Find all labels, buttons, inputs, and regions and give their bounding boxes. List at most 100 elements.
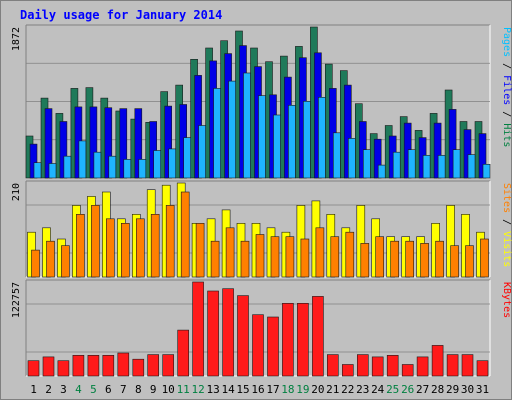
x-axis-label-day-15: 15 (236, 383, 249, 396)
sites-visits-bar-sites-day-18 (285, 236, 295, 278)
kbytes-bar-kbytes-day-4 (72, 354, 85, 377)
x-axis-label-day-13: 13 (206, 383, 219, 396)
sites-visits-bar-sites-day-24 (375, 236, 385, 278)
kbytes-bar-kbytes-day-9 (147, 354, 159, 377)
kbytes-bar-kbytes-day-31 (476, 360, 489, 377)
sites-visits-bar-sites-day-31 (480, 238, 489, 278)
pages-files-hits-bar-pages-day-11 (183, 137, 191, 179)
kbytes-bar-kbytes-day-1 (27, 360, 40, 377)
sites-visits-bar-sites-day-21 (330, 236, 340, 278)
sites-visits-bar-sites-day-16 (255, 234, 265, 278)
pages-files-hits-bar-pages-day-3 (63, 155, 72, 179)
sites-visits-bar-sites-day-2 (46, 240, 55, 278)
pages-files-hits-bar-pages-day-10 (168, 148, 176, 179)
kbytes-bar-kbytes-day-19 (297, 302, 309, 377)
x-axis-label-day-2: 2 (45, 383, 52, 396)
pages-files-hits-bar-pages-day-20 (318, 97, 326, 179)
pages-files-hits-legend-part-0: Pages (501, 27, 512, 57)
kbytes-bar-kbytes-day-28 (431, 345, 444, 377)
sites-visits-bar-sites-day-12 (195, 223, 205, 278)
pages-files-hits-bar-pages-day-16 (258, 95, 266, 179)
pages-files-hits-bar-pages-day-12 (198, 125, 206, 179)
x-axis-label-day-18: 18 (281, 383, 294, 396)
sites-visits-legend-part-0: Sites (501, 183, 512, 213)
x-axis-label-day-21: 21 (326, 383, 339, 396)
pages-files-hits-bar-pages-day-26 (407, 149, 416, 179)
x-axis-label-day-8: 8 (135, 383, 142, 396)
pages-files-hits-bar-files-day-10 (164, 105, 172, 179)
pages-files-hits-bar-pages-day-6 (108, 155, 117, 179)
sites-visits-legend-part-1: / (501, 213, 512, 231)
pages-files-hits-bar-files-day-6 (104, 107, 113, 179)
sites-visits-bar-sites-day-4 (76, 214, 85, 278)
x-axis-label-day-31: 31 (476, 383, 489, 396)
sites-visits-bar-sites-day-30 (465, 245, 474, 278)
x-axis-label-day-29: 29 (446, 383, 459, 396)
sites-visits-bar-sites-day-29 (450, 245, 459, 278)
x-axis-label-day-20: 20 (311, 383, 324, 396)
sites-visits-bar-sites-day-22 (345, 231, 355, 278)
sites-visits-bar-sites-day-17 (270, 236, 280, 278)
kbytes-bar-kbytes-day-15 (237, 295, 249, 377)
kbytes-ymax-label: 122757 (11, 282, 22, 318)
kbytes-bar-kbytes-day-7 (117, 352, 130, 377)
x-axis-label-day-23: 23 (356, 383, 369, 396)
sites-visits-bar-sites-day-15 (240, 240, 250, 278)
kbytes-bar-kbytes-day-23 (356, 354, 369, 377)
pages-files-hits-bar-pages-day-28 (437, 155, 446, 179)
x-axis-label-day-4: 4 (75, 383, 82, 396)
sites-visits-bar-sites-day-10 (165, 205, 175, 278)
x-axis-label-day-12: 12 (191, 383, 204, 396)
kbytes-legend-part-0: KBytes (501, 282, 512, 318)
sites-visits-bar-sites-day-7 (121, 223, 130, 278)
pages-files-hits-bar-pages-day-22 (347, 138, 356, 179)
kbytes-bar-kbytes-day-17 (267, 316, 279, 377)
kbytes-bar-kbytes-day-2 (42, 356, 55, 377)
x-axis-label-day-24: 24 (371, 383, 385, 396)
kbytes-bar-kbytes-day-26 (401, 364, 414, 377)
kbytes-bar-kbytes-day-24 (371, 356, 384, 377)
x-axis-label-day-26: 26 (401, 383, 414, 396)
sites-visits-ymax-label: 210 (11, 183, 22, 201)
pages-files-hits-legend-part-4: Hits (501, 123, 512, 147)
pages-files-hits-bar-pages-day-27 (422, 155, 431, 179)
kbytes-bar-kbytes-day-18 (282, 302, 294, 377)
kbytes-bar-kbytes-day-21 (326, 354, 339, 377)
sites-visits-bar-sites-day-13 (210, 240, 220, 278)
x-axis-label-day-5: 5 (90, 383, 97, 396)
kbytes-bar-kbytes-day-25 (386, 354, 399, 377)
sites-visits-bar-sites-day-6 (106, 218, 115, 278)
x-axis-label-day-1: 1 (30, 383, 37, 396)
sites-visits-bar-sites-day-14 (225, 227, 235, 278)
pages-files-hits-panel: 1872 Pages / Files / Hits (11, 24, 512, 179)
kbytes-bar-kbytes-day-14 (222, 288, 234, 377)
pages-files-hits-bar-pages-day-8 (138, 159, 147, 179)
x-axis-label-day-14: 14 (221, 383, 235, 396)
kbytes-bar-kbytes-day-3 (57, 360, 70, 377)
sites-visits-bar-sites-day-8 (136, 218, 145, 278)
pages-files-hits-bar-pages-day-5 (93, 151, 102, 179)
sites-visits-bar-sites-day-23 (360, 243, 370, 278)
pages-files-hits-bar-pages-day-18 (288, 105, 296, 179)
pages-files-hits-bar-files-day-24 (373, 138, 382, 179)
kbytes-bar-kbytes-day-8 (132, 358, 145, 377)
x-axis-label-day-3: 3 (60, 383, 67, 396)
pages-files-hits-legend-part-3: / (501, 105, 512, 123)
pages-files-hits-bar-files-day-28 (433, 122, 442, 179)
pages-files-hits-bar-files-day-30 (463, 129, 472, 179)
kbytes-bar-kbytes-day-12 (192, 281, 204, 377)
sites-visits-bar-sites-day-26 (405, 240, 415, 278)
pages-files-hits-legend-label: Pages / Files / Hits (501, 27, 512, 147)
x-axis-label-day-11: 11 (177, 383, 190, 396)
sites-visits-bar-sites-day-1 (31, 249, 40, 278)
kbytes-bar-kbytes-day-27 (416, 356, 429, 377)
sites-visits-legend-label: Sites / Visits (501, 183, 512, 267)
pages-files-hits-bar-pages-day-13 (213, 88, 221, 179)
kbytes-bar-kbytes-day-20 (312, 296, 324, 377)
pages-files-hits-bar-pages-day-1 (33, 162, 42, 179)
sites-visits-bar-sites-day-9 (150, 214, 160, 278)
kbytes-bar-kbytes-day-13 (207, 290, 219, 377)
kbytes-bar-kbytes-day-22 (341, 364, 354, 377)
pages-files-hits-bar-pages-day-14 (228, 80, 236, 179)
